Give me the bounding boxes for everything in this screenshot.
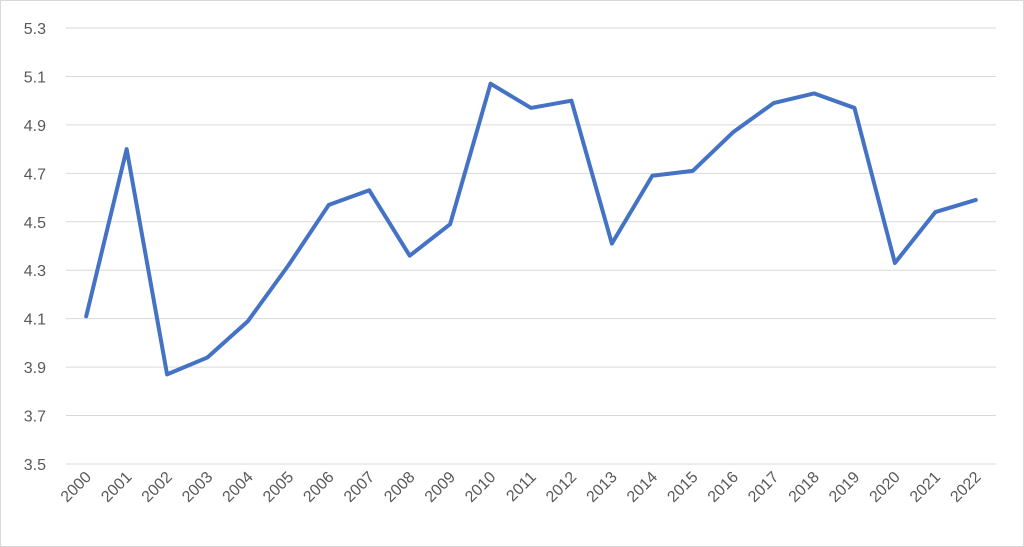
- y-tick-label: 4.5: [24, 215, 46, 232]
- y-tick-label: 4.9: [24, 118, 46, 135]
- y-tick-label: 3.5: [24, 457, 46, 474]
- data-line: [84, 81, 978, 377]
- y-tick-label: 4.7: [24, 166, 46, 183]
- y-tick-label: 3.7: [24, 409, 46, 426]
- y-tick-label: 5.3: [24, 21, 46, 38]
- y-tick-label: 4.1: [24, 312, 46, 329]
- y-tick-label: 3.9: [24, 360, 46, 377]
- y-tick-label: 5.1: [24, 69, 46, 86]
- y-tick-label: 4.3: [24, 263, 46, 280]
